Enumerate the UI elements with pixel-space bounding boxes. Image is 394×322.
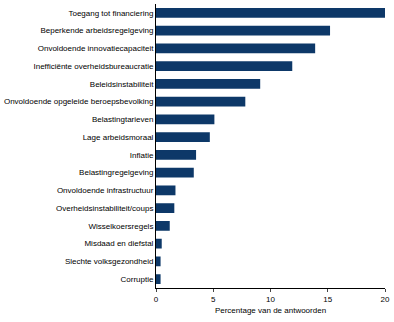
svg-text:0: 0 [154,295,159,304]
svg-text:Belastingtarieven: Belastingtarieven [92,115,153,124]
svg-text:Percentage van de antwoorden: Percentage van de antwoorden [215,306,326,315]
svg-text:Slechte volksgezondheid: Slechte volksgezondheid [65,257,154,266]
svg-text:20: 20 [381,295,390,304]
svg-text:Corruptie: Corruptie [120,275,153,284]
svg-text:Onvoldoende infrastructuur: Onvoldoende infrastructuur [57,186,154,195]
svg-text:Beperkende arbeidsregelgeving: Beperkende arbeidsregelgeving [40,26,153,35]
svg-text:15: 15 [323,295,332,304]
svg-text:Lage arbeidsmoraal: Lage arbeidsmoraal [83,133,154,142]
svg-text:Inflatie: Inflatie [130,151,154,160]
svg-text:Toegang tot financiering: Toegang tot financiering [68,9,153,18]
svg-text:Misdaad en diefstal: Misdaad en diefstal [84,239,153,248]
svg-text:5: 5 [211,295,216,304]
svg-text:Beleidsinstabiliteit: Beleidsinstabiliteit [90,80,154,89]
svg-text:Onvoldoende innovatiecapacitei: Onvoldoende innovatiecapaciteit [38,44,154,53]
svg-text:Belastingregelgeving: Belastingregelgeving [79,168,153,177]
svg-text:Wisselkoersregels: Wisselkoersregels [88,222,153,231]
svg-text:Overheidsinstabiliteit/coups: Overheidsinstabiliteit/coups [56,204,153,213]
svg-text:10: 10 [266,295,275,304]
svg-text:Onvoldoende opgeleide beroepsb: Onvoldoende opgeleide beroepsbevolking [4,97,153,106]
svg-text:Inefficiënte overheidsbureaucr: Inefficiënte overheidsbureaucratie [33,62,153,71]
